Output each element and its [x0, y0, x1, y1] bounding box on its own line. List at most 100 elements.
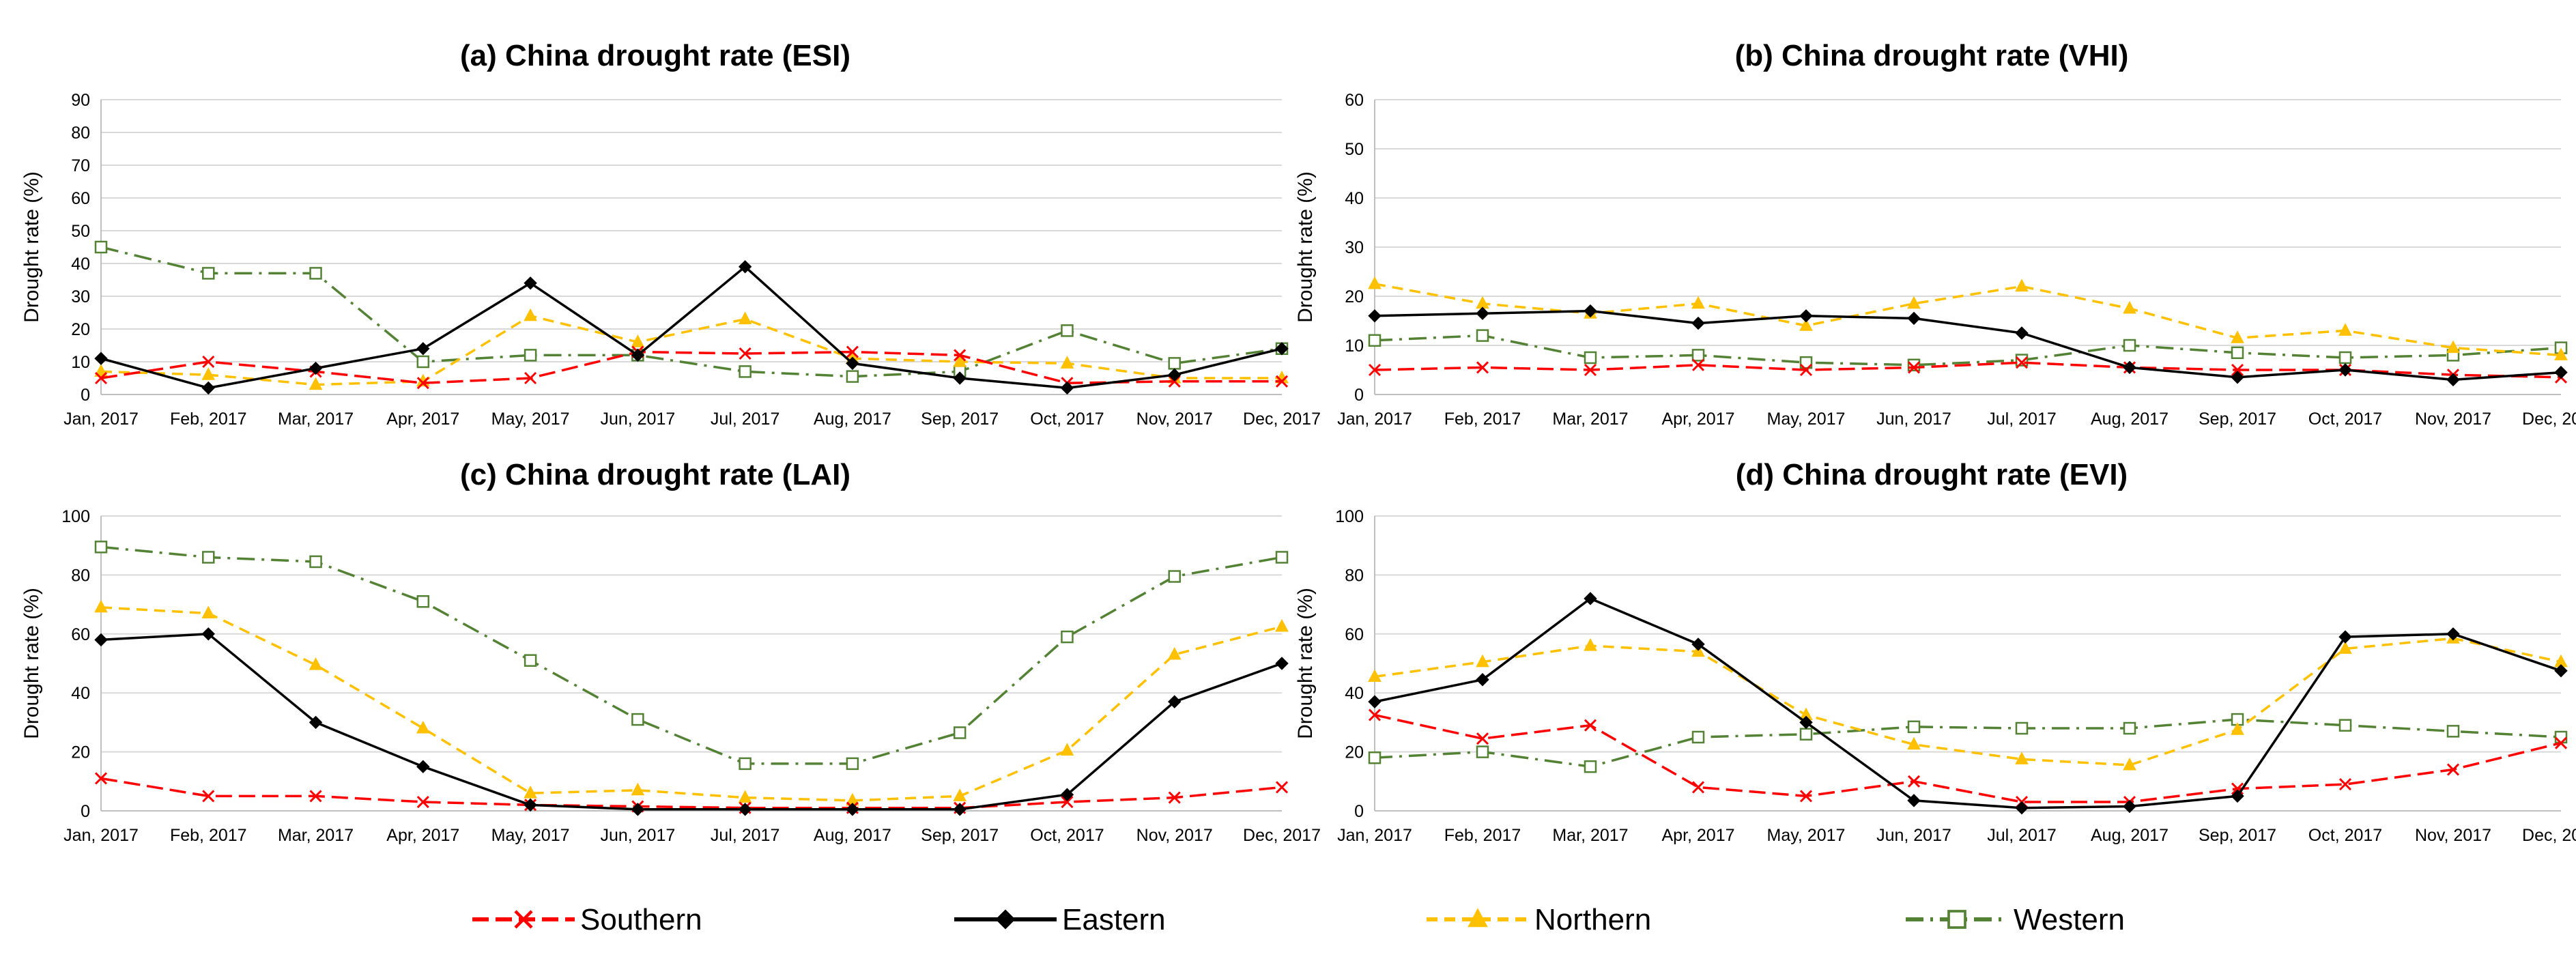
data-point-eastern	[2015, 801, 2029, 815]
x-tick-label: Jul, 2017	[711, 826, 779, 845]
x-tick-label: Feb, 2017	[170, 410, 247, 429]
y-tick-label: 80	[1345, 566, 1364, 585]
data-point-eastern	[631, 348, 645, 362]
data-point-eastern	[524, 798, 537, 812]
data-point-southern	[416, 377, 429, 390]
chart-panel-3: (c) China drought rate (LAI) Drought rate…	[20, 458, 1321, 845]
data-point-northern	[94, 599, 108, 613]
data-point-western	[1168, 357, 1181, 370]
data-point-northern	[2446, 340, 2460, 354]
data-point-eastern	[2231, 789, 2244, 803]
data-point-northern	[2015, 751, 2029, 764]
x-tick-label: Nov, 2017	[1136, 410, 1213, 429]
x-tick-label: Dec, 2017	[2522, 826, 2576, 845]
data-point-northern	[2231, 330, 2244, 343]
x-tick-label: Sep, 2017	[2199, 410, 2276, 429]
data-point-southern	[2446, 763, 2460, 776]
data-point-southern	[416, 795, 429, 809]
data-point-western	[524, 654, 537, 667]
x-tick-label: Feb, 2017	[170, 826, 247, 845]
data-point-southern	[1799, 363, 1813, 377]
y-tick-label: 30	[71, 287, 90, 306]
data-point-southern	[202, 790, 215, 803]
y-tick-label: 40	[71, 684, 90, 703]
data-point-western	[1368, 334, 1382, 347]
series-northern	[1368, 631, 2568, 771]
data-point-northern	[1691, 296, 1705, 309]
data-point-northern	[201, 367, 216, 380]
data-point-northern	[2231, 722, 2244, 735]
data-point-eastern	[1368, 309, 1382, 323]
y-tick-label: 0	[81, 386, 90, 405]
data-point-northern	[309, 657, 323, 670]
y-tick-label: 20	[1345, 743, 1364, 762]
x-tick-label: Dec, 2017	[2522, 410, 2576, 429]
y-tick-label: 20	[1345, 287, 1364, 306]
chart-title: (a) China drought rate (ESI)	[460, 39, 850, 72]
data-point-western	[1275, 551, 1289, 564]
legend-label: Northern	[1534, 903, 1651, 936]
data-point-northern	[1060, 356, 1074, 369]
data-point-western	[202, 551, 215, 564]
data-point-eastern	[631, 803, 645, 816]
data-point-western	[1168, 570, 1181, 583]
data-point-southern	[1168, 791, 1181, 804]
data-point-southern	[1275, 375, 1289, 388]
x-tick-label: Jan, 2017	[1337, 410, 1412, 429]
data-point-northern	[2123, 757, 2136, 771]
data-point-northern	[1275, 618, 1289, 632]
data-point-eastern	[2123, 360, 2136, 375]
data-point-eastern	[309, 361, 323, 375]
data-point-western	[1061, 630, 1074, 644]
series-eastern	[94, 260, 1289, 395]
x-tick-label: Apr, 2017	[1661, 826, 1734, 845]
series-eastern	[1368, 304, 2568, 387]
data-point-western	[1476, 329, 1489, 342]
x-tick-label: Jul, 2017	[1987, 826, 2056, 845]
data-point-northern	[1060, 743, 1074, 756]
y-tick-label: 30	[1345, 238, 1364, 257]
data-point-western	[2231, 346, 2244, 360]
data-point-northern	[524, 786, 537, 799]
data-point-southern	[94, 772, 108, 785]
data-point-southern	[2338, 778, 2352, 791]
series-line-southern	[100, 777, 1283, 809]
data-point-western	[1476, 745, 1489, 758]
y-tick-label: 70	[71, 156, 90, 175]
data-point-western	[1368, 751, 1382, 764]
data-point-northern	[1584, 638, 1597, 651]
data-point-eastern	[2231, 371, 2244, 384]
series-eastern	[1368, 592, 2568, 815]
x-tick-label: Sep, 2017	[921, 410, 999, 429]
data-point-eastern	[94, 352, 108, 365]
data-point-southern	[846, 345, 859, 358]
y-tick-label: 60	[71, 625, 90, 644]
data-point-northern	[2338, 641, 2352, 654]
y-axis-label: Drought rate (%)	[20, 588, 43, 739]
data-point-southern	[1799, 790, 1813, 803]
data-point-eastern	[953, 371, 967, 385]
legend-label: Western	[2014, 903, 2125, 936]
series-line-northern	[100, 315, 1282, 386]
data-point-eastern	[524, 276, 537, 290]
data-point-eastern	[1168, 368, 1182, 382]
x-tick-label: Aug, 2017	[2091, 826, 2169, 845]
data-point-northern	[1167, 646, 1182, 660]
x-tick-label: Jun, 2017	[600, 826, 675, 845]
series-line-western	[1374, 718, 2562, 768]
data-point-eastern	[1060, 788, 1074, 801]
data-point-eastern	[1584, 304, 1597, 318]
data-point-eastern	[1907, 311, 1921, 326]
data-point-northern	[2338, 323, 2352, 336]
legend-item-eastern: Eastern	[954, 903, 1166, 936]
data-point-southern	[524, 371, 537, 385]
y-tick-label: 100	[1335, 507, 1364, 526]
data-point-western	[2338, 719, 2352, 732]
series-northern	[1368, 276, 2568, 360]
x-tick-label: Aug, 2017	[814, 826, 891, 845]
x-tick-label: Jan, 2017	[63, 410, 139, 429]
data-point-western	[2015, 721, 2029, 735]
series-line-northern	[100, 606, 1283, 802]
series-western	[1368, 713, 2568, 773]
